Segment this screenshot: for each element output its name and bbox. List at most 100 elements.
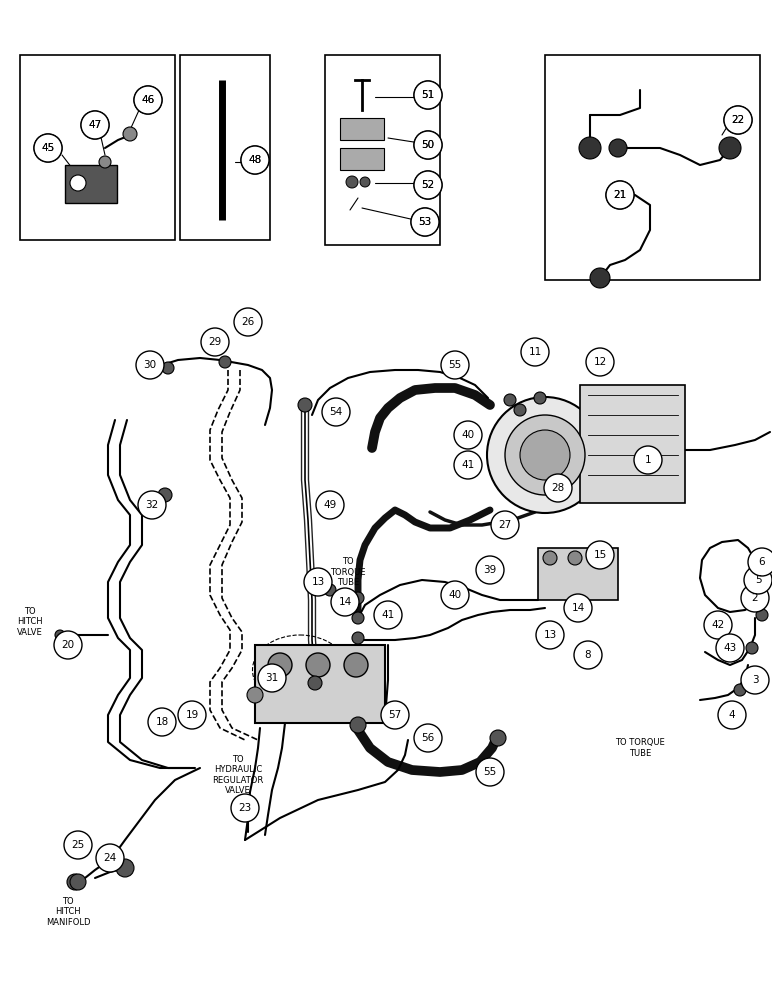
Text: 40: 40 bbox=[449, 590, 462, 600]
Circle shape bbox=[334, 599, 346, 611]
Circle shape bbox=[116, 859, 134, 877]
Text: 30: 30 bbox=[144, 360, 157, 370]
Text: 14: 14 bbox=[571, 603, 584, 613]
Circle shape bbox=[414, 131, 442, 159]
Circle shape bbox=[123, 127, 137, 141]
Circle shape bbox=[454, 421, 482, 449]
Circle shape bbox=[34, 134, 62, 162]
Circle shape bbox=[352, 612, 364, 624]
Circle shape bbox=[414, 171, 442, 199]
Text: 5: 5 bbox=[755, 575, 761, 585]
Circle shape bbox=[411, 208, 439, 236]
Text: 50: 50 bbox=[422, 140, 435, 150]
Text: TO
HITCH
VALVE: TO HITCH VALVE bbox=[17, 607, 43, 637]
Circle shape bbox=[544, 474, 572, 502]
Circle shape bbox=[719, 137, 741, 159]
Bar bbox=[65, 165, 117, 203]
Circle shape bbox=[634, 446, 662, 474]
Circle shape bbox=[724, 106, 752, 134]
Bar bbox=[180, 55, 270, 240]
Circle shape bbox=[414, 131, 442, 159]
Text: 48: 48 bbox=[249, 155, 262, 165]
Circle shape bbox=[590, 268, 610, 288]
Text: 42: 42 bbox=[711, 620, 725, 630]
Circle shape bbox=[55, 630, 65, 640]
Circle shape bbox=[579, 137, 601, 159]
Circle shape bbox=[491, 511, 519, 539]
Circle shape bbox=[520, 430, 570, 480]
Circle shape bbox=[64, 831, 92, 859]
Bar bbox=[340, 118, 384, 140]
Circle shape bbox=[241, 146, 269, 174]
Bar bbox=[545, 55, 760, 280]
Circle shape bbox=[99, 156, 111, 168]
Text: 41: 41 bbox=[381, 610, 394, 620]
Circle shape bbox=[411, 208, 439, 236]
Circle shape bbox=[360, 177, 370, 187]
Text: 32: 32 bbox=[145, 500, 158, 510]
Text: 20: 20 bbox=[62, 640, 75, 650]
Text: 14: 14 bbox=[338, 597, 351, 607]
Text: 41: 41 bbox=[462, 460, 475, 470]
Circle shape bbox=[350, 717, 366, 733]
Text: 8: 8 bbox=[584, 650, 591, 660]
Bar bbox=[20, 55, 175, 240]
Text: 26: 26 bbox=[242, 317, 255, 327]
Circle shape bbox=[441, 351, 469, 379]
Text: 52: 52 bbox=[422, 180, 435, 190]
Text: 48: 48 bbox=[249, 155, 262, 165]
Circle shape bbox=[346, 176, 358, 188]
Text: 46: 46 bbox=[141, 95, 154, 105]
Circle shape bbox=[178, 701, 206, 729]
Text: 21: 21 bbox=[614, 190, 627, 200]
Circle shape bbox=[219, 356, 231, 368]
Text: 1: 1 bbox=[645, 455, 652, 465]
Circle shape bbox=[536, 621, 564, 649]
Circle shape bbox=[718, 701, 746, 729]
Text: 29: 29 bbox=[208, 337, 222, 347]
Text: 6: 6 bbox=[759, 557, 765, 567]
Circle shape bbox=[148, 708, 176, 736]
Bar bbox=[325, 55, 440, 245]
Text: TO
TORQUE
TUBE: TO TORQUE TUBE bbox=[330, 557, 366, 587]
Circle shape bbox=[454, 451, 482, 479]
Circle shape bbox=[748, 548, 772, 576]
Circle shape bbox=[258, 664, 286, 692]
Text: 18: 18 bbox=[155, 717, 168, 727]
Circle shape bbox=[352, 632, 364, 644]
Bar bbox=[538, 548, 618, 600]
Circle shape bbox=[514, 404, 526, 416]
Text: 54: 54 bbox=[330, 407, 343, 417]
Text: 51: 51 bbox=[422, 90, 435, 100]
Bar bbox=[580, 385, 685, 503]
Circle shape bbox=[414, 724, 442, 752]
Text: 46: 46 bbox=[141, 95, 154, 105]
Circle shape bbox=[476, 758, 504, 786]
Circle shape bbox=[247, 687, 263, 703]
Bar bbox=[340, 148, 384, 170]
Text: TO TORQUE
TUBE: TO TORQUE TUBE bbox=[615, 738, 665, 758]
Circle shape bbox=[534, 392, 546, 404]
Text: 25: 25 bbox=[71, 840, 85, 850]
Circle shape bbox=[96, 844, 124, 872]
Text: 28: 28 bbox=[551, 483, 564, 493]
Text: 23: 23 bbox=[239, 803, 252, 813]
Circle shape bbox=[704, 611, 732, 639]
Circle shape bbox=[414, 81, 442, 109]
Circle shape bbox=[586, 541, 614, 569]
Text: 22: 22 bbox=[731, 115, 745, 125]
Circle shape bbox=[81, 111, 109, 139]
Circle shape bbox=[564, 594, 592, 622]
Circle shape bbox=[734, 684, 746, 696]
Circle shape bbox=[324, 584, 336, 596]
Text: 55: 55 bbox=[449, 360, 462, 370]
Circle shape bbox=[476, 556, 504, 584]
Circle shape bbox=[136, 351, 164, 379]
Circle shape bbox=[322, 398, 350, 426]
Circle shape bbox=[752, 586, 764, 598]
Circle shape bbox=[422, 734, 438, 750]
Text: 53: 53 bbox=[418, 217, 432, 227]
Text: 53: 53 bbox=[418, 217, 432, 227]
Circle shape bbox=[138, 491, 166, 519]
Circle shape bbox=[487, 397, 603, 513]
